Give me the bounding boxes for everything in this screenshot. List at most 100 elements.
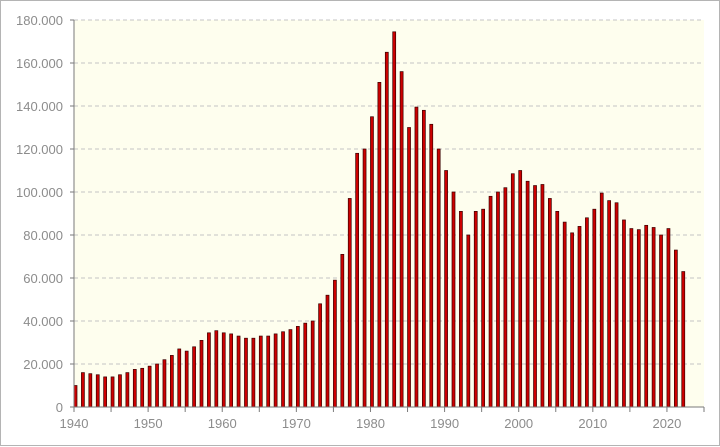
bar-2019	[659, 234, 663, 408]
bar-1997	[496, 191, 500, 408]
y-tick-label: 100.000	[16, 185, 63, 200]
bar-1963	[244, 337, 248, 408]
bar-1960	[221, 332, 226, 408]
bar-1971	[303, 322, 308, 408]
bar-2020	[666, 228, 671, 408]
bar-2009	[585, 217, 589, 408]
bar-1968	[281, 331, 285, 408]
bar-1984	[399, 71, 404, 408]
bar-1962	[236, 335, 241, 408]
x-tick-label: 1970	[282, 416, 311, 431]
bar-2006	[562, 221, 567, 408]
y-tick-label: 120.000	[16, 142, 63, 157]
bar-1998	[503, 187, 508, 408]
bar-2016	[636, 229, 641, 408]
x-tick-label: 1990	[430, 416, 459, 431]
bar-1977	[347, 198, 352, 408]
y-tick-label: 40.000	[23, 314, 63, 329]
y-tick-label: 60.000	[23, 271, 63, 286]
bar-1953	[170, 355, 174, 408]
y-tick-label: 0	[56, 400, 63, 415]
bar-2017	[644, 224, 649, 408]
bar-1996	[488, 195, 493, 408]
bar-1988	[429, 123, 434, 408]
bar-1974	[325, 294, 330, 408]
bar-2004	[547, 198, 552, 408]
bar-1987	[422, 109, 426, 408]
bar-1976	[340, 254, 345, 408]
bar-2005	[555, 211, 560, 408]
bar-1990	[444, 170, 448, 408]
y-tick-label: 20.000	[23, 357, 63, 372]
bar-2022	[681, 271, 686, 408]
bar-1951	[155, 363, 159, 408]
x-tick-label: 2020	[652, 416, 681, 431]
bar-1942	[88, 373, 93, 408]
y-tick-label: 80.000	[23, 228, 63, 243]
bar-2015	[629, 228, 634, 408]
bar-1959	[214, 330, 219, 408]
bar-2000	[518, 170, 523, 408]
x-tick-label: 2010	[578, 416, 607, 431]
bar-1945	[110, 376, 115, 408]
bar-1989	[436, 148, 441, 408]
bar-1967	[273, 333, 278, 408]
y-tick-label: 140.000	[16, 99, 63, 114]
x-axis-labels: 1940 1950 1960 1970 1980 1990 2000 2010 2020	[60, 407, 705, 431]
bar-1966	[266, 335, 271, 408]
bar-1954	[177, 348, 182, 408]
bar-2001	[525, 180, 530, 408]
bar-2003	[540, 184, 545, 408]
bar-2014	[622, 219, 626, 408]
x-tick-label: 2000	[504, 416, 533, 431]
bar-1999	[510, 173, 515, 408]
x-tick-label: 1960	[208, 416, 237, 431]
bar-2013	[614, 202, 619, 408]
bar-1943	[95, 374, 100, 408]
bar-1972	[310, 320, 315, 408]
bar-1956	[192, 346, 196, 408]
bar-1964	[251, 337, 256, 408]
bar-1975	[333, 279, 337, 408]
bar-2012	[607, 200, 612, 408]
y-tick-label: 160.000	[16, 56, 63, 71]
bar-1950	[147, 365, 152, 408]
bar-1965	[258, 335, 263, 408]
bar-1970	[296, 326, 300, 408]
bar-1948	[132, 369, 137, 408]
bar-2018	[651, 227, 656, 408]
bar-1986	[414, 106, 419, 408]
x-tick-label: 1940	[60, 416, 89, 431]
bar-1969	[288, 329, 293, 408]
bar-2010	[592, 208, 597, 408]
bar-1994	[473, 211, 478, 408]
bar-1991	[451, 191, 456, 408]
bar-1979	[362, 148, 367, 408]
bar-1995	[481, 208, 485, 408]
bar-2007	[570, 232, 574, 408]
bar-1993	[466, 234, 471, 408]
bar-1982	[384, 51, 389, 408]
x-tick-label: 1950	[134, 416, 163, 431]
bar-1981	[377, 81, 382, 408]
bar-1973	[318, 303, 322, 408]
plot-area	[74, 20, 704, 407]
y-axis-labels: 0 20.000 40.000 60.000 80.000 100.000 120.000 1…	[16, 13, 74, 415]
bar-1944	[103, 376, 108, 408]
bar-1958	[207, 332, 211, 408]
y-tick-label: 180.000	[16, 13, 63, 28]
bar-1955	[184, 350, 189, 408]
bar-1980	[370, 116, 374, 408]
axes	[73, 20, 704, 408]
bar-1957	[199, 340, 204, 408]
bar-1978	[355, 152, 359, 408]
x-tick-label: 1980	[356, 416, 385, 431]
bar-1961	[229, 333, 233, 408]
bar-1947	[125, 372, 130, 408]
bar-1941	[81, 372, 85, 408]
bar-1949	[140, 367, 145, 408]
bar-2008	[577, 226, 582, 408]
bar-1992	[459, 211, 463, 408]
